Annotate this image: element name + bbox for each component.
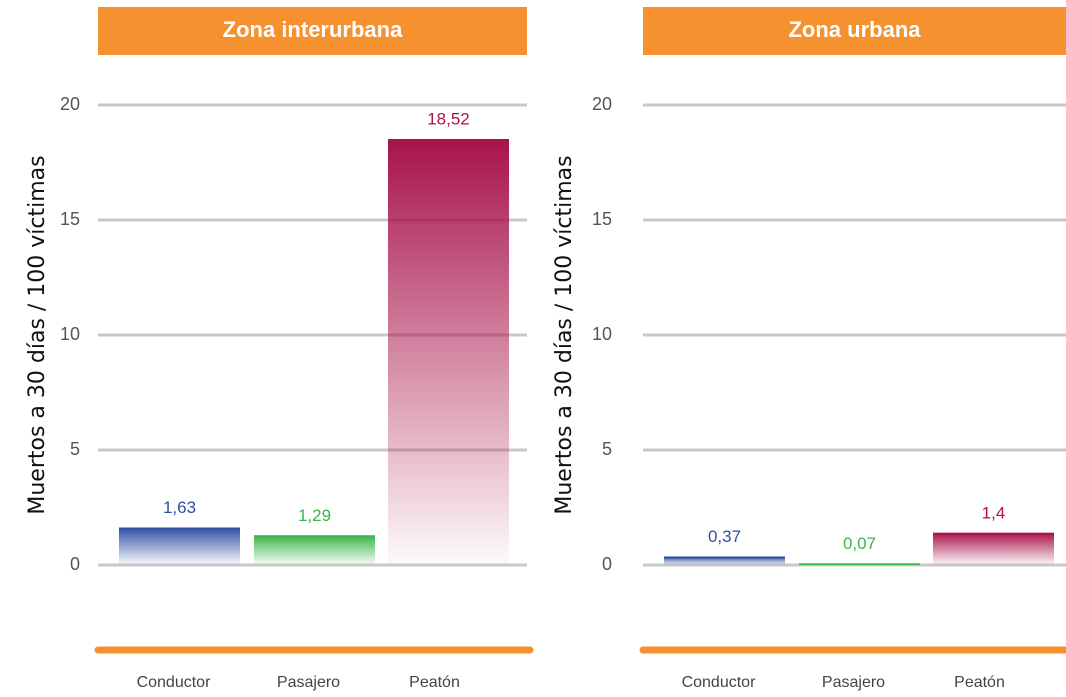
y-tick-label: 10: [592, 324, 612, 344]
y-tick-label: 0: [602, 554, 612, 574]
y-tick-label: 15: [60, 209, 80, 229]
y-tick-label: 5: [70, 439, 80, 459]
bar: [388, 139, 509, 566]
bar-cap: [933, 532, 1054, 535]
bar-cap: [799, 563, 920, 565]
x-tick-label: Pasajero: [277, 674, 340, 691]
value-label: 1,63: [163, 498, 196, 517]
bar-cap: [388, 139, 509, 142]
x-tick-label: Peatón: [954, 674, 1005, 691]
x-tick-label: Conductor: [682, 674, 756, 691]
y-axis-label: Muertos a 30 días / 100 víctimas: [552, 155, 577, 514]
value-label: 0,37: [708, 527, 741, 546]
value-label: 18,52: [427, 110, 470, 129]
x-tick-label: Conductor: [137, 674, 211, 691]
bar: [664, 556, 785, 565]
x-tick-label: Pasajero: [822, 674, 885, 691]
chart-title: Zona urbana: [788, 17, 921, 42]
title-band: [98, 7, 527, 55]
y-tick-label: 20: [592, 94, 612, 114]
bar-cap: [254, 535, 375, 538]
value-label: 1,29: [298, 506, 331, 525]
bar: [119, 527, 240, 565]
chart-title: Zona interurbana: [223, 17, 403, 42]
y-axis-label: Muertos a 30 días / 100 víctimas: [25, 155, 50, 514]
y-tick-label: 0: [70, 554, 80, 574]
bar: [933, 532, 1054, 565]
x-tick-label: Peatón: [409, 674, 460, 691]
y-tick-label: 5: [602, 439, 612, 459]
value-label: 1,4: [982, 503, 1006, 522]
y-tick-label: 15: [592, 209, 612, 229]
bar: [254, 535, 375, 565]
bar-cap: [119, 527, 240, 530]
y-tick-label: 20: [60, 94, 80, 114]
value-label: 0,07: [843, 534, 876, 553]
y-tick-label: 10: [60, 324, 80, 344]
bar-cap: [664, 556, 785, 559]
title-band: [643, 7, 1066, 55]
